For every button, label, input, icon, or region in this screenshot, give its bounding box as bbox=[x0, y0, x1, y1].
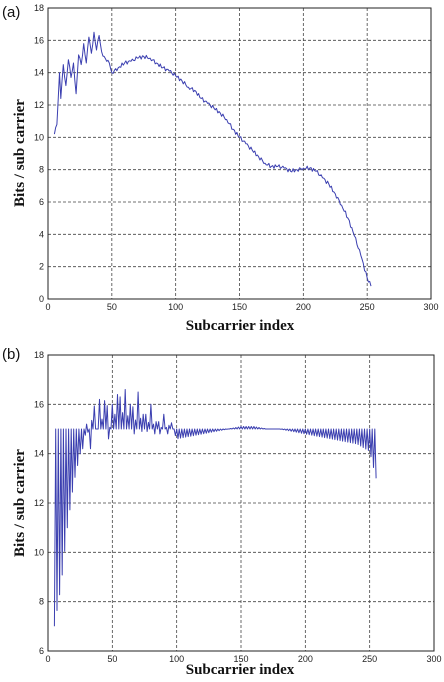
grid-a bbox=[48, 8, 431, 299]
x-tick-label: 300 bbox=[423, 302, 438, 312]
y-tick-label: 16 bbox=[34, 399, 44, 409]
x-tick-labels-b: 0 50 100 150 200 250 300 bbox=[45, 654, 441, 664]
x-tick-label: 300 bbox=[426, 654, 441, 664]
y-tick-label: 8 bbox=[39, 597, 44, 607]
plot-frame-a bbox=[47, 7, 432, 300]
x-tick-label: 50 bbox=[107, 654, 117, 664]
panel-label-b: (b) bbox=[2, 346, 20, 363]
y-tick-label: 12 bbox=[34, 100, 44, 110]
y-tick-label: 0 bbox=[39, 294, 44, 304]
y-tick-label: 6 bbox=[39, 646, 44, 656]
y-axis-title-a: Bits / sub carrier bbox=[12, 99, 28, 207]
x-axis-title-a: Subcarrier index bbox=[186, 318, 295, 334]
y-tick-label: 14 bbox=[34, 68, 44, 78]
y-tick-label: 16 bbox=[34, 35, 44, 45]
grid-b bbox=[48, 355, 434, 651]
x-tick-label: 200 bbox=[298, 654, 313, 664]
y-tick-label: 4 bbox=[39, 229, 44, 239]
series-line-b bbox=[53, 389, 377, 627]
x-tick-label: 200 bbox=[296, 302, 311, 312]
y-axis-title-b: Bits / sub carrier bbox=[12, 449, 28, 557]
x-tick-label: 100 bbox=[168, 302, 183, 312]
y-tick-labels-a: 0 2 4 6 8 10 12 14 16 18 bbox=[34, 3, 44, 304]
y-tick-label: 10 bbox=[34, 547, 44, 557]
y-tick-label: 6 bbox=[39, 197, 44, 207]
x-tick-label: 50 bbox=[107, 302, 117, 312]
y-tick-label: 14 bbox=[34, 449, 44, 459]
x-tick-label: 250 bbox=[360, 302, 375, 312]
x-tick-label: 0 bbox=[45, 654, 50, 664]
series-line-a bbox=[53, 31, 372, 287]
x-tick-label: 150 bbox=[233, 654, 248, 664]
y-tick-label: 12 bbox=[34, 498, 44, 508]
x-tick-labels-a: 0 50 100 150 200 250 300 bbox=[45, 302, 438, 312]
plot-frame-b bbox=[47, 354, 435, 652]
y-tick-label: 2 bbox=[39, 262, 44, 272]
x-tick-label: 150 bbox=[232, 302, 247, 312]
y-tick-labels-b: 6 8 10 12 14 16 18 bbox=[34, 350, 44, 656]
x-tick-label: 100 bbox=[169, 654, 184, 664]
panel-label-a: (a) bbox=[2, 4, 20, 21]
y-tick-label: 18 bbox=[34, 350, 44, 360]
chart-a: (a) 0 2 4 6 8 10 12 14 16 18 0 50 100 150 200 250 300 S… bbox=[2, 3, 439, 334]
chart-b: (b) 6 8 10 12 14 16 18 0 50 100 150 200 250 300 Subc… bbox=[2, 346, 442, 678]
x-axis-title-b: Subcarrier index bbox=[186, 662, 295, 678]
x-tick-label: 0 bbox=[45, 302, 50, 312]
y-tick-label: 18 bbox=[34, 3, 44, 13]
x-tick-label: 250 bbox=[362, 654, 377, 664]
y-tick-label: 8 bbox=[39, 165, 44, 175]
y-tick-label: 10 bbox=[34, 132, 44, 142]
